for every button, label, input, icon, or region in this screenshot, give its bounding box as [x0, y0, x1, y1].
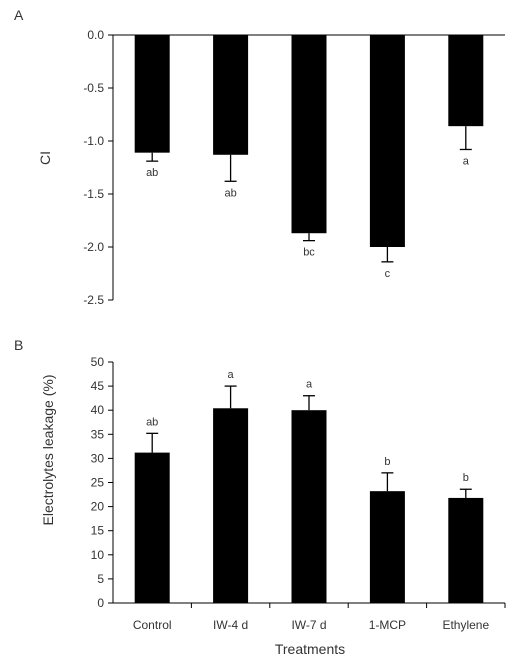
x-tick-label: IW-7 d: [291, 618, 326, 632]
y-axis-title: CI: [37, 151, 53, 165]
y-tick-label: -2.5: [83, 293, 104, 307]
y-tick-label: -0.5: [83, 81, 104, 95]
bar: [448, 497, 484, 603]
bar: [134, 452, 170, 603]
bar: [134, 35, 170, 153]
y-tick-label: 15: [91, 524, 105, 538]
y-tick-label: 40: [91, 403, 105, 417]
x-tick-label: IW-4 d: [213, 618, 248, 632]
x-tick-label: Control: [133, 618, 172, 632]
y-tick-label: 0.0: [87, 28, 104, 42]
significance-label: b: [463, 472, 469, 484]
panel-b: B 0 5 10 15 20 25 30 35 40 45 50 Electrolytes leakag…: [14, 337, 506, 657]
significance-label: b: [384, 456, 390, 468]
bar: [291, 410, 327, 603]
bar: [213, 35, 249, 155]
x-axis-title: Treatments: [275, 641, 345, 657]
significance-label: c: [385, 268, 391, 280]
y-axis-title: Electrolytes leakage (%): [40, 375, 56, 526]
bar: [369, 491, 405, 603]
significance-label: a: [463, 155, 470, 167]
significance-label: bc: [303, 247, 315, 259]
y-tick-label: 20: [91, 500, 105, 514]
y-tick-label: -1.0: [83, 134, 104, 148]
y-tick-label: 10: [91, 548, 105, 562]
y-tick-label: 30: [91, 451, 105, 465]
y-tick-label: 50: [91, 355, 105, 369]
y-tick-label: -2.0: [83, 240, 104, 254]
panel-label: A: [14, 7, 24, 23]
significance-label: ab: [146, 167, 158, 179]
significance-label: a: [306, 379, 313, 391]
y-tick-label: 0: [97, 596, 104, 610]
bar: [369, 35, 405, 247]
y-tick-label: 35: [91, 427, 105, 441]
y-tick-label: 45: [91, 379, 105, 393]
panel-label: B: [14, 337, 23, 353]
bar: [448, 35, 484, 127]
panel-a: A 0.0 -0.5 -1.0 -1.5 -2.0 -2.5 CI ab ab bc c a: [14, 7, 505, 307]
x-tick-label: Ethylene: [442, 618, 489, 632]
x-tick-label: 1-MCP: [369, 618, 406, 632]
significance-label: ab: [224, 187, 236, 199]
significance-label: ab: [146, 416, 158, 428]
y-tick-label: 25: [91, 476, 105, 490]
bar: [213, 408, 249, 603]
bar: [291, 35, 327, 234]
significance-label: a: [228, 369, 235, 381]
y-tick-label: -1.5: [83, 187, 104, 201]
y-tick-label: 5: [97, 572, 104, 586]
